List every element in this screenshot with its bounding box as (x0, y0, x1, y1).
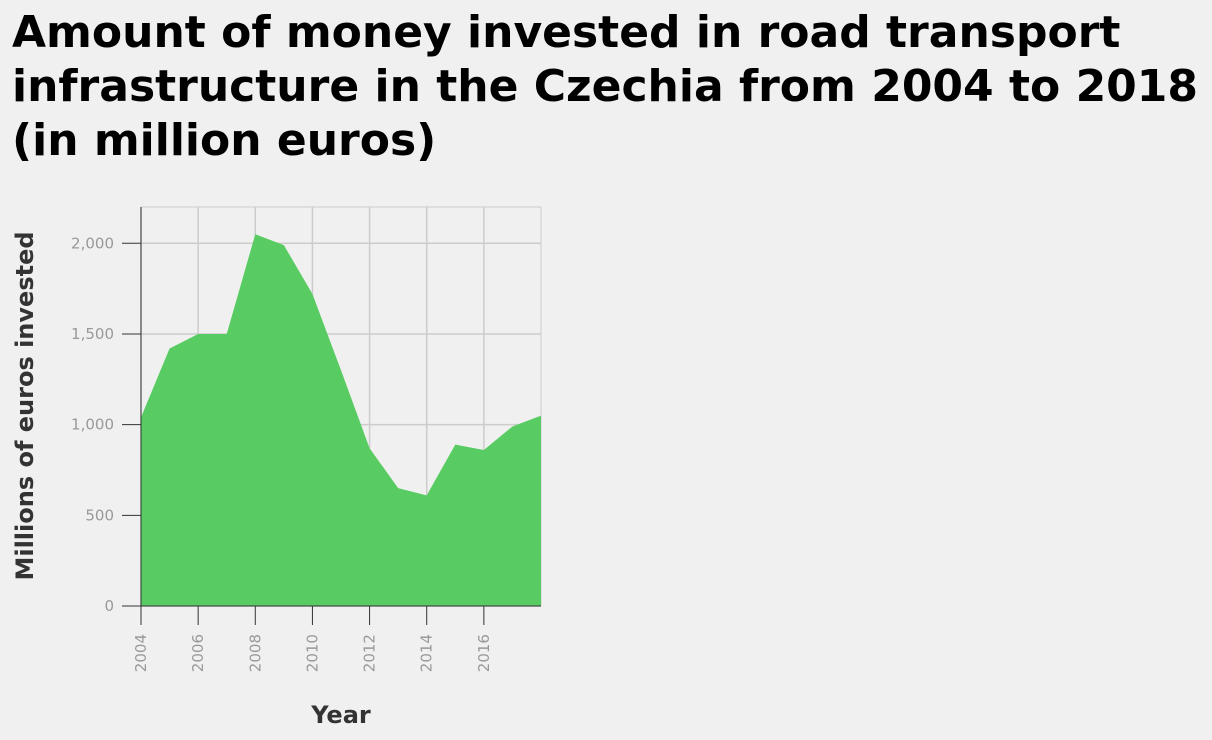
y-axis-ticks: 0 500 1,000 1,500 2,000 (71, 207, 142, 615)
x-axis-title: Year (310, 701, 371, 729)
y-axis-title: Millions of euros invested (11, 231, 39, 580)
chart-title: Amount of money invested in road transpo… (12, 7, 1199, 166)
x-axis-ticks: 2004 2006 2008 2010 2012 2014 2016 (132, 605, 541, 672)
y-tick-label: 0 (104, 597, 114, 615)
y-tick-label: 1,500 (71, 325, 114, 343)
x-tick-label: 2014 (418, 634, 436, 672)
x-tick-label: 2004 (132, 634, 150, 672)
x-tick-label: 2016 (475, 634, 493, 672)
y-tick-label: 500 (85, 506, 114, 524)
x-tick-label: 2012 (361, 634, 379, 672)
y-tick-label: 2,000 (71, 234, 114, 252)
area-fill (141, 234, 541, 607)
x-tick-label: 2008 (246, 634, 264, 672)
area-series (141, 234, 541, 607)
x-tick-label: 2006 (189, 634, 207, 672)
x-tick-label: 2010 (303, 634, 321, 672)
y-tick-label: 1,000 (71, 416, 114, 434)
